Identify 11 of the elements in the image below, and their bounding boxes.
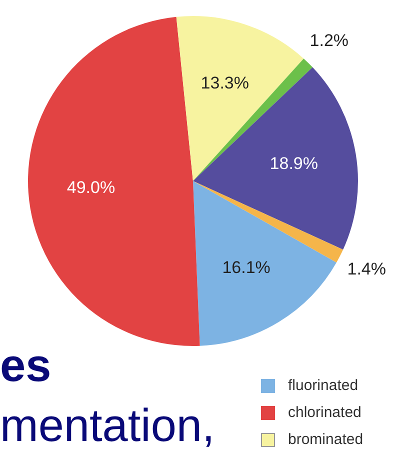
text: mentation,: [0, 399, 215, 451]
data-label: 1.2%: [310, 31, 349, 50]
legend-label: brominated: [288, 431, 364, 448]
data-label: 16.1%: [222, 258, 270, 278]
text: es: [0, 339, 52, 391]
legend-label: chlorinated: [288, 404, 362, 421]
data-label: 18.9%: [270, 154, 318, 173]
data-label: 49.0%: [66, 178, 116, 197]
data-label: 13.3%: [200, 73, 249, 92]
data-label: 1.4%: [347, 259, 386, 278]
legend-label: fluorinated: [288, 377, 358, 394]
